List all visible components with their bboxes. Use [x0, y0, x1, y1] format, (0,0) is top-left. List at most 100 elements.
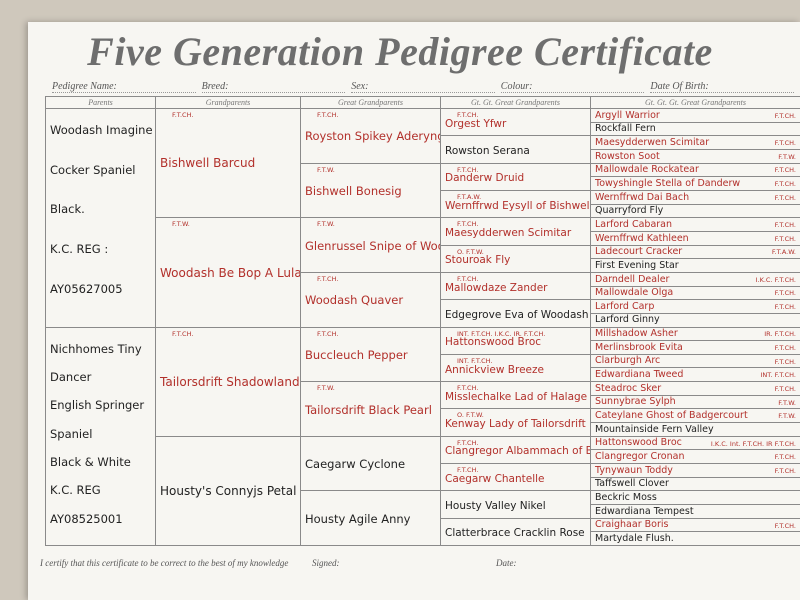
dog-title: F.T.A.W.: [457, 192, 482, 201]
dog-name: Beckric Moss: [595, 492, 657, 504]
dog-title: F.T.CH.: [774, 139, 796, 148]
dog-title: F.T.CH.: [774, 193, 796, 202]
dog-name: Steadroc Sker: [595, 382, 662, 394]
dog-title: F.T.CH.: [317, 329, 339, 338]
dog-cell: Rowston Serana: [440, 135, 591, 164]
dog-cell: F.T.CH. Steadroc Sker: [590, 381, 800, 396]
header-field: Date Of Birth:: [650, 81, 794, 93]
dog-name: Rowston Serana: [445, 145, 530, 158]
header-fields: Pedigree Name: Breed: Sex: Colour: Date Of B…: [52, 81, 800, 93]
dog-cell: Edwardiana Tempest: [590, 504, 800, 519]
dog-name: Rockfall Fern: [595, 123, 656, 135]
dog-cell: F.T.A.W. Ladecourt Cracker: [590, 244, 800, 260]
dog-title: F.T.CH.: [774, 521, 796, 530]
dog-name: Larford Carp: [595, 300, 655, 312]
dog-cell: F.T.CH. Merlinsbrook Evita: [590, 340, 800, 355]
dog-name: Housty Valley Nikel: [445, 500, 546, 513]
dog-cell: F.T.W. Tailorsdrift Black Pearl: [300, 381, 441, 437]
dog-cell: F.T.CH. Tynywaun Toddy: [590, 463, 800, 478]
dog-title: F.T.CH.: [457, 111, 479, 119]
dog-cell: F.T.CH. Woodash Quaver: [300, 271, 441, 328]
dog-cell: F.T.CH. Royston Spikey Aderyng: [300, 108, 441, 164]
dog-name: Caegarw Chantelle: [445, 472, 545, 485]
dog-name: Rowston Soot: [595, 150, 660, 162]
dog-title: F.T.CH.: [774, 453, 796, 462]
dog-title: F.T.CH.: [774, 111, 796, 120]
dog-title: F.T.CH.: [774, 357, 796, 366]
dog-cell: F.T.CH. Maesydderwen Scimitar: [590, 135, 800, 150]
dog-cell: Mountainside Fern Valley: [590, 422, 800, 437]
dog-title: F.T.CH.: [774, 180, 796, 189]
parent-line: Cocker Spaniel: [50, 162, 136, 177]
dog-cell: F.T.CH. Mallowdaze Zander: [440, 271, 591, 301]
dog-cell: F.T.CH. Orgest Yfwr: [440, 108, 591, 137]
dog-title: F.T.CH.: [774, 303, 796, 312]
header-field: Pedigree Name:: [52, 81, 196, 93]
dog-name: Stouroak Fly: [445, 254, 511, 267]
dog-name: Housty Agile Anny: [305, 511, 411, 526]
dog-title: F.T.CH.: [774, 384, 796, 393]
dog-cell: F.T.CH. Mallowdale Rockatear: [590, 162, 800, 178]
parent-line: Nichhomes Tiny: [50, 341, 142, 356]
date-label: Date:: [496, 558, 517, 568]
dog-cell: F.T.CH. Buccleuch Pepper: [300, 326, 441, 383]
parent-line: AY08525001: [50, 511, 123, 526]
dog-name: Mallowdale Olga: [595, 287, 674, 299]
dog-name: Edwardiana Tweed: [595, 369, 684, 381]
dog-cell: F.T.CH. Mallowdale Olga: [590, 285, 800, 301]
dog-title: F.T.CH.: [457, 274, 479, 283]
dog-cell: F.T.CH. Tailorsdrift Shadowlands: [155, 326, 301, 437]
dog-title: F.T.CH.: [457, 438, 479, 447]
dog-cell: F.T.CH. Wernffrwd Kathleen: [590, 230, 800, 246]
dog-cell: Larford Ginny: [590, 312, 800, 328]
dog-title: F.T.W.: [778, 398, 796, 407]
dog-title: I.K.C. F.T.CH.: [755, 275, 796, 284]
dog-name: Hattonswood Broc: [595, 437, 682, 449]
dog-title: F.T.CH.: [457, 384, 479, 393]
parent-line: AY05627005: [50, 281, 123, 296]
dog-name: Maesydderwen Scimitar: [445, 226, 572, 239]
dog-name: Mallowdale Rockatear: [595, 164, 699, 176]
dog-name: Orgest Yfwr: [445, 117, 507, 130]
dog-title: I.K.C. Int. F.T.CH. IR F.T.CH.: [710, 439, 796, 448]
dog-name: Bishwell Barcud: [160, 156, 256, 171]
dog-cell: Caegarw Cyclone: [300, 435, 441, 492]
dog-name: Clangregor Cronan: [595, 451, 685, 463]
dog-cell: F.T.W. Sunnybrae Sylph: [590, 394, 800, 410]
dog-name: Darndell Dealer: [595, 273, 670, 285]
dog-cell: F.T.CH. Craighaar Boris: [590, 517, 800, 533]
dog-cell: First Evening Star: [590, 258, 800, 273]
dog-cell: F.T.CH. Larford Carp: [590, 299, 800, 314]
dog-name: Caegarw Cyclone: [305, 457, 406, 472]
dog-name: Glenrussel Snipe of Woodash: [305, 238, 440, 253]
dog-cell: F.T.W. Bishwell Bonesig: [300, 162, 441, 219]
dog-name: Quarryford Fly: [595, 205, 664, 217]
dog-name: Tailorsdrift Shadowlands: [160, 374, 301, 389]
dog-title: F.T.CH.: [317, 111, 339, 119]
dog-title: F.T.W.: [317, 220, 335, 229]
dog-name: Millshadow Asher: [595, 328, 678, 340]
dog-title: F.T.W.: [778, 152, 796, 161]
dog-cell: F.T.CH. Wernffrwd Dai Bach: [590, 189, 800, 205]
dog-cell: F.T.CH. Towyshingle Stella of Danderw: [590, 176, 800, 191]
dog-cell: Rockfall Fern: [590, 121, 800, 137]
dog-name: Ladecourt Cracker: [595, 246, 683, 258]
signed-label: Signed:: [312, 558, 340, 568]
dog-title: F.T.CH.: [774, 343, 796, 352]
dog-title: F.T.CH.: [774, 166, 796, 175]
dog-cell: F.T.CH. Larford Cabaran: [590, 217, 800, 232]
dog-cell: Martydale Flush.: [590, 531, 800, 546]
dog-name: Larford Ginny: [595, 314, 660, 326]
dog-name: Kenway Lady of Tailorsdrift: [445, 418, 586, 431]
dog-cell: INT. F.T.CH. Edwardiana Tweed: [590, 367, 800, 383]
dog-title: F.T.CH.: [172, 111, 194, 119]
parent-cell: Nichhomes Tiny Dancer English Springer Span…: [45, 326, 156, 546]
dog-cell: F.T.CH. Caegarw Chantelle: [440, 463, 591, 492]
dog-title: F.T.CH.: [774, 466, 796, 475]
parent-line: Black.: [50, 202, 85, 217]
dog-cell: IR. F.T.CH. Millshadow Asher: [590, 326, 800, 342]
dog-name: Bishwell Bonesig: [305, 184, 402, 199]
dog-cell: F.T.CH. Clarburgh Arc: [590, 353, 800, 369]
dog-cell: Housty's Connyjs Petal: [155, 435, 301, 546]
